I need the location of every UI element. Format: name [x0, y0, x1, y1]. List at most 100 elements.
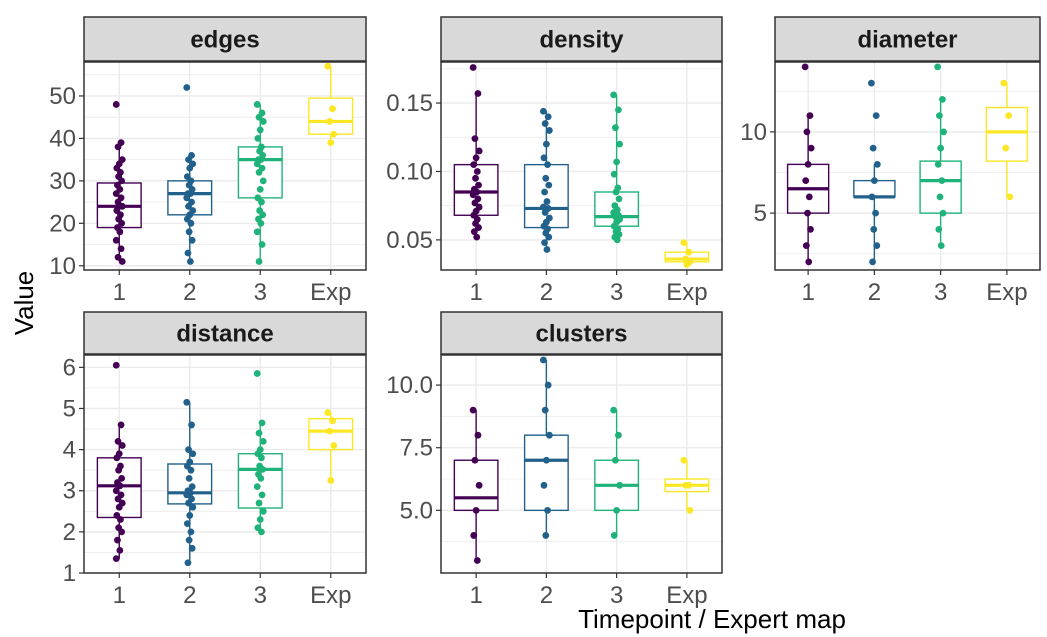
data-point	[473, 233, 481, 241]
data-point	[934, 63, 942, 71]
box-Exp	[664, 239, 710, 268]
data-point	[543, 246, 551, 253]
data-point	[613, 158, 621, 166]
data-point	[117, 245, 125, 253]
data-point	[258, 241, 266, 248]
strip-edges	[83, 16, 367, 62]
data-point	[259, 177, 267, 185]
data-point	[327, 139, 335, 147]
y-tick-label: 7.5	[400, 435, 433, 462]
data-point	[469, 191, 477, 199]
x-axis-title: Timepoint / Expert map	[578, 604, 846, 634]
data-point	[543, 198, 551, 205]
data-point	[873, 160, 881, 168]
data-point	[940, 128, 948, 136]
data-point	[188, 483, 196, 491]
data-point	[939, 209, 947, 217]
strip-clusters	[440, 311, 723, 355]
data-point	[541, 239, 548, 247]
data-point	[256, 516, 264, 523]
data-point	[544, 161, 551, 169]
data-point	[1005, 112, 1013, 120]
data-point	[542, 174, 550, 182]
box-1	[96, 101, 142, 265]
data-point	[872, 112, 880, 120]
data-point	[113, 454, 121, 462]
data-point	[471, 199, 479, 207]
data-point	[118, 177, 126, 185]
data-point	[116, 482, 124, 490]
data-point	[259, 507, 267, 515]
facet-panels: edges 10 20 30 40 50 1 2 3 Exp density 0.05 0.10 0.15…	[49, 16, 1041, 609]
data-point	[934, 160, 942, 168]
data-point	[118, 474, 126, 482]
box-1	[96, 361, 142, 563]
data-point	[804, 160, 812, 168]
data-point	[253, 370, 261, 377]
box-3	[919, 63, 962, 250]
data-point	[542, 456, 550, 464]
data-point	[189, 450, 197, 458]
data-point	[259, 465, 267, 473]
data-point	[255, 168, 263, 176]
box-iqr	[523, 434, 569, 512]
data-point	[805, 193, 813, 201]
strip-diameter	[774, 16, 1041, 62]
data-point	[540, 154, 548, 162]
data-point	[256, 126, 264, 134]
y-tick-label: 5	[63, 395, 76, 422]
box-Exp	[308, 62, 354, 147]
y-tick-label: 5.0	[400, 497, 433, 524]
data-point	[1002, 144, 1010, 152]
data-point	[114, 536, 121, 544]
y-tick-label: 10.0	[386, 372, 433, 399]
panel-border	[774, 61, 1041, 271]
box-iqr	[308, 97, 354, 135]
strip-title-distance: distance	[176, 321, 273, 348]
data-point	[616, 140, 624, 148]
data-point	[615, 106, 622, 114]
data-point	[872, 209, 879, 217]
x-tick-label: 2	[183, 582, 196, 609]
data-point	[185, 499, 192, 507]
data-point	[616, 481, 624, 489]
data-point	[118, 442, 126, 449]
data-point	[186, 164, 194, 172]
data-point	[471, 456, 479, 464]
data-point	[114, 437, 122, 445]
data-point	[545, 431, 553, 439]
data-point	[183, 398, 191, 406]
x-tick-label: 2	[183, 279, 196, 306]
x-tick-label: 2	[540, 582, 553, 609]
data-point	[116, 546, 124, 554]
data-point	[189, 503, 197, 511]
data-point	[539, 356, 547, 364]
panel-distance: distance 1 2 3 4 5 6 1 2 3 Exp	[63, 311, 367, 609]
data-point	[185, 474, 193, 482]
data-point	[258, 454, 265, 462]
box-3	[237, 101, 283, 265]
data-point	[255, 113, 263, 121]
data-point	[253, 228, 261, 236]
data-point	[540, 481, 548, 489]
data-point	[542, 532, 550, 539]
data-point	[114, 253, 122, 261]
panel-clusters: clusters 5.0 7.5 10.0 1 2 3 Exp	[386, 311, 723, 609]
data-point	[329, 105, 336, 113]
data-point	[544, 381, 552, 389]
data-point	[118, 219, 126, 227]
data-point	[541, 209, 549, 216]
data-point	[184, 559, 192, 567]
data-point	[185, 446, 192, 454]
panel-edges: edges 10 20 30 40 50 1 2 3 Exp	[49, 16, 367, 306]
x-tick-label: 1	[113, 582, 126, 609]
x-tick-label: Exp	[666, 279, 707, 306]
data-point	[613, 236, 621, 244]
box-1	[786, 63, 830, 266]
data-point	[475, 481, 483, 489]
x-tick-label: Exp	[310, 279, 351, 306]
data-point	[873, 242, 881, 250]
y-tick-label: 0.10	[386, 158, 433, 185]
data-point	[610, 532, 618, 539]
